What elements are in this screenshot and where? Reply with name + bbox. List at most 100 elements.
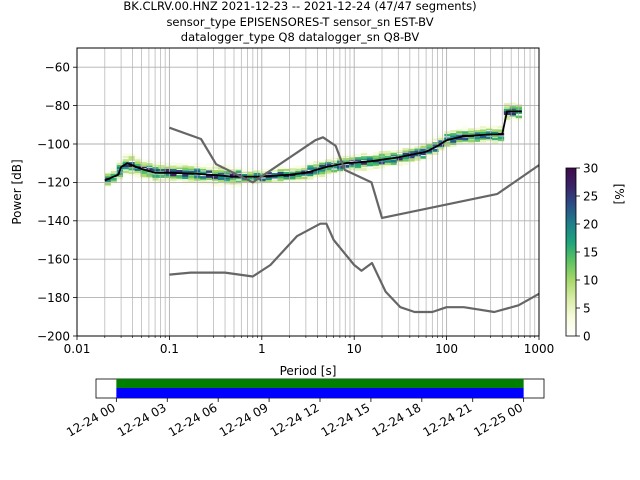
heatmap-cell (241, 173, 249, 177)
heatmap-cell (128, 167, 135, 171)
heatmap-cell (485, 124, 493, 127)
heatmap-cell (402, 158, 409, 162)
heatmap-cell (456, 127, 463, 130)
heatmap-cell (325, 174, 332, 177)
heatmap-cell (164, 177, 171, 181)
heatmap-cell (140, 164, 147, 167)
heatmap-cell (432, 138, 439, 141)
heatmap-cell (301, 167, 308, 171)
heatmap-cell (289, 165, 296, 168)
heatmap-cell (325, 171, 332, 175)
heatmap-cell (122, 164, 129, 168)
heatmap-cell (515, 103, 523, 107)
colorbar-tick-label: 15 (583, 245, 598, 259)
colorbar-tick-label: 20 (583, 217, 598, 231)
heatmap-cell (200, 180, 207, 184)
heatmap-cell (295, 179, 302, 183)
heatmap-cell (349, 164, 356, 167)
heatmap-cell (408, 146, 415, 149)
heatmap-cell (146, 174, 153, 178)
heatmap-cell (146, 168, 153, 171)
heatmap-cell (390, 149, 397, 153)
heatmap-cell (128, 173, 135, 177)
heatmap-cell (456, 134, 463, 138)
heatmap-cell (319, 171, 326, 175)
heatmap-cell (295, 174, 302, 177)
heatmap-cell (158, 180, 165, 183)
heatmap-cell (212, 183, 219, 187)
heatmap-cell (116, 178, 123, 182)
heatmap-cell (223, 183, 231, 186)
heatmap-cell (426, 141, 433, 144)
heatmap-cell (289, 168, 296, 171)
heatmap-cell (229, 180, 237, 184)
heatmap-cell (515, 115, 523, 119)
heatmap-cell (426, 152, 433, 156)
heatmap-cell (349, 157, 356, 160)
x-tick-label: 0.01 (64, 342, 91, 356)
heatmap-cell (372, 162, 380, 165)
timeline-tick-label: 12-25 00 (471, 400, 525, 439)
heatmap-cell (170, 168, 177, 172)
heatmap-cell (491, 140, 499, 144)
heatmap-cell (480, 129, 487, 133)
heatmap-cell (480, 126, 487, 129)
heatmap-cell (289, 176, 296, 179)
heatmap-cell (366, 169, 374, 172)
grid (76, 48, 539, 337)
heatmap-cell (319, 160, 326, 163)
heatmap-cell (438, 137, 445, 140)
heatmap-cell (349, 167, 356, 171)
heatmap-cell (372, 163, 380, 167)
heatmap-cell (140, 159, 147, 163)
heatmap-cell (116, 172, 123, 175)
x-tick-label: 10 (347, 342, 362, 356)
heatmap-cell (384, 152, 391, 156)
heatmap-cell (515, 107, 523, 110)
heatmap-cell (343, 153, 350, 157)
heatmap-cell (331, 165, 338, 168)
heatmap-cell (301, 178, 308, 181)
heatmap-cell (128, 162, 135, 165)
heatmap-cell (420, 148, 427, 152)
heatmap-cell (212, 178, 219, 181)
heatmap-cell (408, 155, 415, 159)
heatmap-cell (384, 150, 391, 154)
heatmap-cell (110, 177, 118, 181)
heatmap-cell (283, 176, 290, 180)
heatmap-cell (212, 163, 219, 167)
heatmap-cell (235, 184, 243, 188)
heatmap-cell (485, 131, 493, 134)
heatmap-cell (164, 173, 171, 176)
heatmap-cell (182, 162, 189, 166)
heatmap-cell (509, 102, 517, 106)
heatmap-cell (128, 156, 135, 159)
heatmap-cell (450, 133, 457, 136)
heatmap-cell (366, 163, 374, 167)
heatmap-cell (515, 111, 523, 115)
y-tick-label: −100 (37, 137, 70, 151)
heatmap-cell (325, 155, 332, 159)
heatmap-cell (158, 161, 165, 165)
y-tick-label: −180 (37, 291, 70, 305)
colorbar-gradient (565, 167, 577, 337)
heatmap-cell (295, 176, 302, 180)
heatmap-cell (229, 177, 237, 181)
heatmap-cell (468, 136, 475, 140)
timeline-tick-label: 12-24 09 (217, 400, 271, 439)
heatmap-cell (438, 133, 445, 136)
heatmap-cell (241, 170, 249, 174)
heatmap-cell (259, 168, 266, 172)
heatmap-cell (110, 170, 118, 174)
heatmap-cell (206, 177, 213, 181)
heatmap-cell (217, 183, 225, 187)
heatmap-cell (426, 150, 433, 154)
timeline-tick-label: 12-24 03 (115, 400, 169, 439)
heatmap-cell (485, 140, 493, 143)
heatmap-cell (372, 157, 380, 161)
heatmap-cell (229, 173, 237, 177)
heatmap-cell (509, 116, 517, 119)
timeline-data-bar (116, 379, 524, 388)
